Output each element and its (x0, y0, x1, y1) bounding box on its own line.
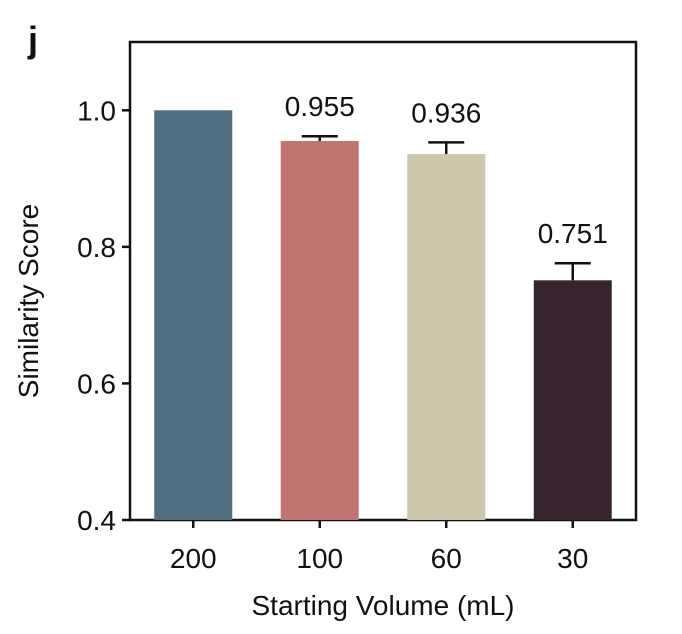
x-axis-title: Starting Volume (mL) (252, 590, 515, 621)
plot-area: 0.955 0.936 0.751 (128, 40, 638, 522)
data-labels: 0.955 0.936 0.751 (285, 91, 608, 249)
x-axis: 200 100 60 30 (170, 520, 588, 574)
y-axis-title: Similarity Score (13, 204, 44, 398)
data-label-100: 0.955 (285, 91, 355, 122)
bar-200 (154, 110, 233, 521)
data-label-30: 0.751 (538, 218, 608, 249)
data-label-60: 0.936 (411, 97, 481, 128)
bar-30 (533, 280, 612, 520)
y-tick-label: 1.0 (77, 95, 116, 126)
x-tick-label-100: 100 (296, 543, 343, 574)
y-tick-label: 0.8 (77, 232, 116, 263)
y-tick-label: 0.6 (77, 368, 116, 399)
bar-60 (407, 153, 486, 520)
x-tick-label-200: 200 (170, 543, 217, 574)
panel-label: j (27, 19, 38, 60)
y-tick-label: 0.4 (77, 505, 116, 536)
error-bars (301, 134, 591, 281)
plot-frame (128, 40, 638, 522)
y-axis: 0.4 0.6 0.8 1.0 (77, 95, 130, 536)
bars (154, 110, 612, 521)
x-tick-label-60: 60 (431, 543, 462, 574)
bar-100 (280, 141, 359, 520)
x-tick-label-30: 30 (557, 543, 588, 574)
